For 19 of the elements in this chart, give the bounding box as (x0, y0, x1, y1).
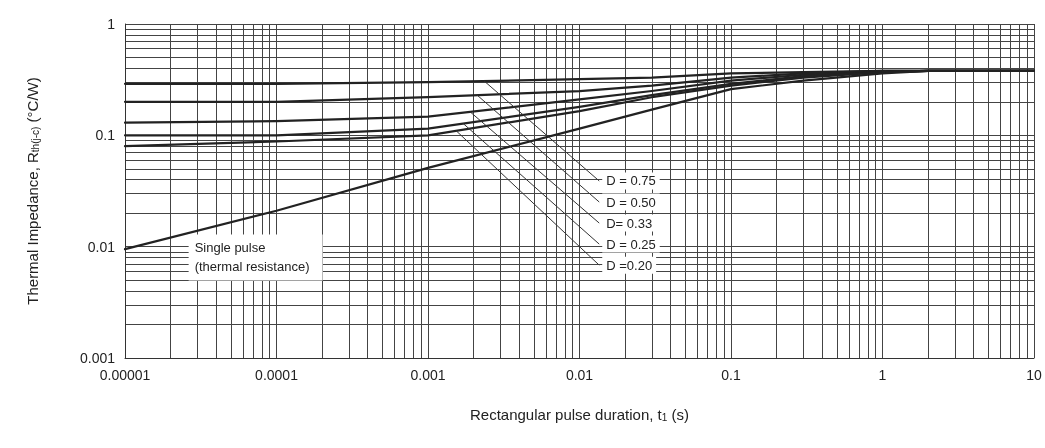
y-tick-label: 0.001 (79, 350, 116, 366)
x-tick-label: 0.0001 (255, 367, 299, 383)
x-axis-title: Rectangular pulse duration, t1 (s) (469, 405, 690, 423)
x-tick-label: 1 (878, 367, 887, 383)
text: D= 0.33 (606, 215, 653, 231)
y-tick-label: 1 (107, 16, 116, 32)
text: D = 0.75 (606, 173, 656, 189)
x-tick-label: 10 (1026, 367, 1042, 383)
x-tick-label: 0.01 (565, 367, 594, 383)
y-tick-label: 0.01 (87, 238, 116, 255)
x-tick-label: 0.00001 (99, 367, 151, 383)
y-axis-title: Thermal Impedance, Rth(j-c) (°C/W) (23, 77, 41, 305)
text: D =0.20 (606, 257, 653, 273)
text: D = 0.25 (606, 236, 656, 252)
text: D = 0.50 (606, 194, 656, 210)
x-tick-label: 0.001 (410, 367, 446, 383)
series-label: Single pulse (thermal resistance) (194, 240, 310, 275)
x-tick-label: 0.1 (721, 367, 741, 383)
y-tick-label: 0.1 (95, 127, 116, 144)
